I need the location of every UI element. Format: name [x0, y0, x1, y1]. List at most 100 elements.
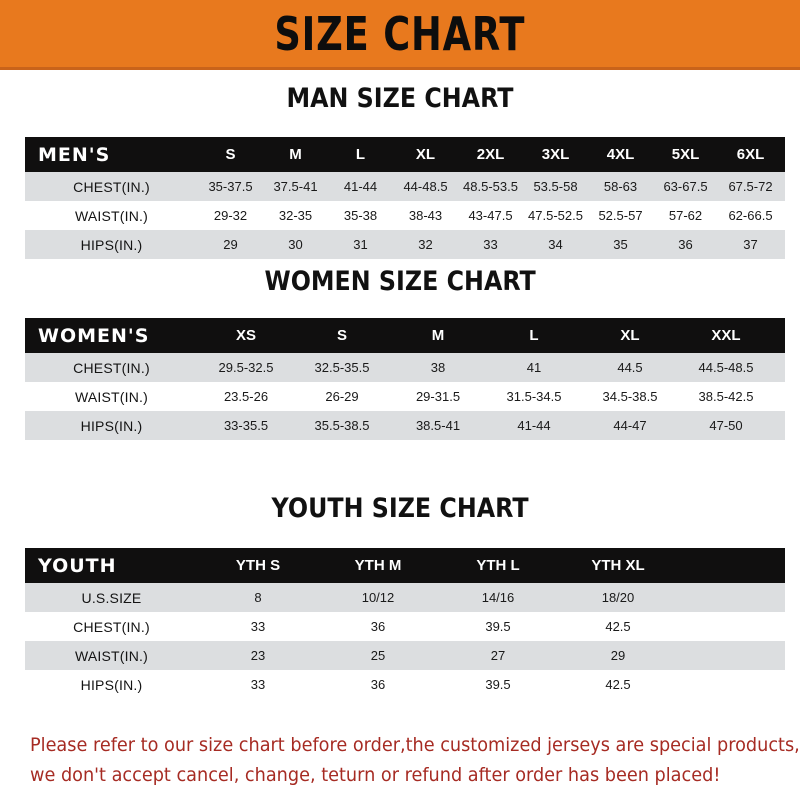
- youth-column-header: YTH S: [235, 557, 281, 574]
- section-title-youth-text: YOUTH SIZE CHART: [271, 493, 529, 524]
- youth-measurement-cell: 10/12: [361, 590, 395, 605]
- section-title-youth: YOUTH SIZE CHART: [0, 495, 800, 522]
- youth-measurement-cell: 14/16: [481, 590, 515, 605]
- youth-measurement-cell: 39.5: [485, 619, 511, 634]
- women-measurement-cell: 38.5-42.5: [698, 389, 754, 404]
- women-row-label: CHEST(IN.): [73, 359, 150, 376]
- man-measurement-cell: 30: [288, 237, 303, 252]
- youth-row-filler: [678, 670, 785, 699]
- women-column-header: M: [431, 327, 445, 344]
- man-measurement-cell: 33: [483, 237, 498, 252]
- youth-corner-header: YOUTH: [38, 554, 117, 577]
- table-row: WAIST(IN.) 23 25 27 29: [25, 641, 785, 670]
- women-measurement-cell: 26-29: [325, 389, 359, 404]
- youth-measurement-cell: 23: [250, 648, 266, 663]
- women-measurement-cell: 44-47: [613, 418, 647, 433]
- man-measurement-cell: 62-66.5: [728, 208, 773, 223]
- man-measurement-cell: 29: [223, 237, 238, 252]
- man-measurement-cell: 36: [678, 237, 693, 252]
- man-measurement-cell: 34: [548, 237, 563, 252]
- youth-row-label: CHEST(IN.): [73, 618, 150, 635]
- man-measurement-cell: 37.5-41: [273, 179, 318, 194]
- youth-measurement-cell: 33: [250, 619, 266, 634]
- man-column-header: 5XL: [671, 146, 700, 163]
- man-column-header: 2XL: [476, 146, 505, 163]
- youth-measurement-cell: 8: [254, 590, 262, 605]
- youth-header-row: YOUTH YTH S YTH M YTH L YTH XL: [25, 548, 785, 583]
- man-row-filler: [783, 172, 785, 201]
- women-row-filler: [774, 353, 785, 382]
- youth-header-filler: [678, 548, 785, 583]
- women-measurement-cell: 23.5-26: [223, 389, 269, 404]
- man-column-header: S: [225, 146, 236, 163]
- youth-measurement-cell: 42.5: [605, 619, 631, 634]
- women-header-filler: [774, 318, 785, 353]
- man-row-label: HIPS(IN.): [80, 236, 143, 253]
- youth-row-filler: [678, 612, 785, 641]
- table-row: WAIST(IN.) 29-32 32-35 35-38 38-43 43-47.5 47.…: [25, 201, 785, 230]
- table-row: HIPS(IN.) 33-35.5 35.5-38.5 38.5-41 41-44 44-…: [25, 411, 785, 440]
- order-policy-note: Please refer to our size chart before or…: [30, 730, 800, 790]
- women-table-body: CHEST(IN.) 29.5-32.5 32.5-35.5 38 41 44.5 44.5…: [25, 353, 785, 440]
- man-column-header: M: [289, 146, 302, 163]
- women-corner-header: WOMEN'S: [38, 324, 150, 347]
- youth-measurement-cell: 29: [610, 648, 626, 663]
- women-column-header: XS: [235, 327, 256, 344]
- man-measurement-cell: 53.5-58: [533, 179, 578, 194]
- women-measurement-cell: 41-44: [517, 418, 551, 433]
- youth-measurement-cell: 18/20: [601, 590, 635, 605]
- women-measurement-cell: 35.5-38.5: [314, 418, 370, 433]
- man-measurement-cell: 52.5-57: [598, 208, 643, 223]
- man-header-filler: [783, 137, 785, 172]
- women-column-header: S: [336, 327, 347, 344]
- women-column-header: XXL: [711, 327, 741, 344]
- man-measurement-cell: 47.5-52.5: [528, 208, 583, 223]
- women-row-filler: [774, 411, 785, 440]
- youth-measurement-cell: 36: [370, 677, 386, 692]
- man-measurement-cell: 38-43: [408, 208, 443, 223]
- table-row: HIPS(IN.) 33 36 39.5 42.5: [25, 670, 785, 699]
- page-title: SIZE CHART: [274, 6, 526, 61]
- youth-row-label: HIPS(IN.): [80, 676, 143, 693]
- youth-measurement-cell: 25: [370, 648, 386, 663]
- man-size-table: MEN'S S M L XL 2XL 3XL 4XL 5XL 6XL CHEST(IN.) 35-3…: [25, 137, 785, 259]
- man-header-row: MEN'S S M L XL 2XL 3XL 4XL 5XL 6XL: [25, 137, 785, 172]
- man-measurement-cell: 58-63: [603, 179, 638, 194]
- women-measurement-cell: 34.5-38.5: [602, 389, 658, 404]
- women-row-label: WAIST(IN.): [74, 388, 149, 405]
- man-measurement-cell: 57-62: [668, 208, 703, 223]
- man-table-head: MEN'S S M L XL 2XL 3XL 4XL 5XL 6XL: [25, 137, 785, 172]
- table-row: CHEST(IN.) 29.5-32.5 32.5-35.5 38 41 44.5 44.5…: [25, 353, 785, 382]
- women-measurement-cell: 38: [430, 360, 446, 375]
- man-row-filler: [783, 201, 785, 230]
- table-row: U.S.SIZE 8 10/12 14/16 18/20: [25, 583, 785, 612]
- man-measurement-cell: 43-47.5: [468, 208, 513, 223]
- women-measurement-cell: 44.5-48.5: [698, 360, 754, 375]
- section-title-man-text: MAN SIZE CHART: [286, 83, 514, 114]
- youth-column-header: YTH M: [354, 557, 402, 574]
- man-measurement-cell: 35-37.5: [208, 179, 253, 194]
- man-column-header: 6XL: [736, 146, 765, 163]
- order-policy-line-1: Please refer to our size chart before or…: [30, 734, 800, 756]
- man-measurement-cell: 67.5-72: [728, 179, 773, 194]
- youth-measurement-cell: 42.5: [605, 677, 631, 692]
- youth-size-table: YOUTH YTH S YTH M YTH L YTH XL U.S.SIZE 8 10/1…: [25, 548, 785, 699]
- women-header-row: WOMEN'S XS S M L XL XXL: [25, 318, 785, 353]
- section-title-man: MAN SIZE CHART: [0, 85, 800, 112]
- man-measurement-cell: 44-48.5: [403, 179, 448, 194]
- women-measurement-cell: 44.5: [617, 360, 643, 375]
- women-column-header: XL: [620, 327, 640, 344]
- youth-measurement-cell: 33: [250, 677, 266, 692]
- youth-measurement-cell: 27: [490, 648, 506, 663]
- man-measurement-cell: 31: [353, 237, 368, 252]
- youth-row-label: WAIST(IN.): [74, 647, 149, 664]
- section-title-women: WOMEN SIZE CHART: [0, 268, 800, 295]
- women-measurement-cell: 38.5-41: [415, 418, 461, 433]
- women-measurement-cell: 29-31.5: [415, 389, 461, 404]
- man-table-body: CHEST(IN.) 35-37.5 37.5-41 41-44 44-48.5 48.5…: [25, 172, 785, 259]
- women-measurement-cell: 47-50: [709, 418, 743, 433]
- women-measurement-cell: 31.5-34.5: [506, 389, 562, 404]
- man-corner-header: MEN'S: [38, 143, 111, 166]
- order-policy-line-2: we don't accept cancel, change, teturn o…: [30, 764, 721, 786]
